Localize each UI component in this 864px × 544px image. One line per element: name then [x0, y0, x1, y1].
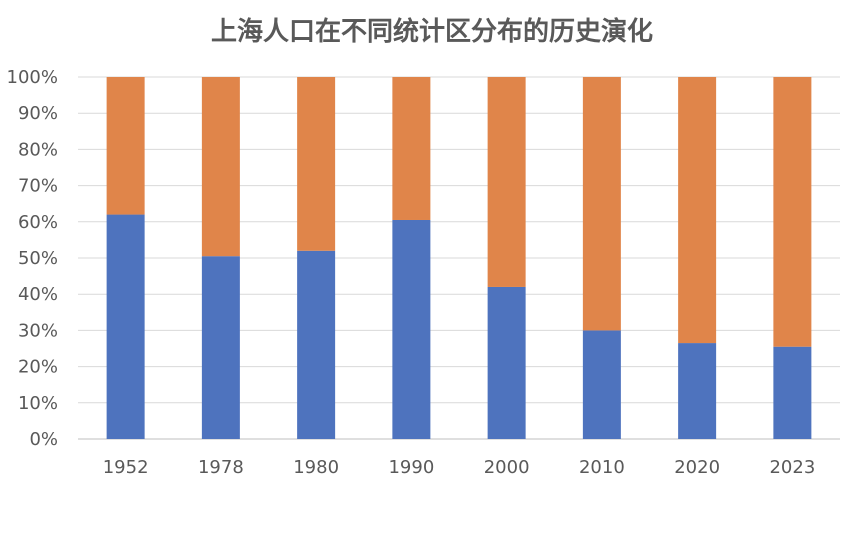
bar-segment-series-2	[392, 77, 431, 220]
y-tick-label: 40%	[18, 284, 58, 305]
x-tick-label: 2023	[769, 457, 815, 478]
y-tick-label: 10%	[18, 393, 58, 414]
y-axis-ticks: 0% 10% 20% 30% 40% 50% 60% 70% 80% 90% 100%	[7, 67, 58, 450]
bar-segment-series-1	[392, 219, 431, 439]
y-tick-label: 50%	[18, 248, 58, 269]
x-axis-ticks: 1952 1978 1980 1990 2000 2010 2020 2023	[103, 457, 816, 478]
x-tick-label: 1990	[388, 457, 434, 478]
bar-segment-series-2	[582, 77, 621, 331]
x-tick-label: 2010	[579, 457, 625, 478]
gridlines	[78, 76, 840, 440]
bar-segment-series-1	[297, 250, 336, 439]
bar-segment-series-2	[297, 77, 336, 251]
y-tick-label: 80%	[18, 139, 58, 160]
y-tick-label: 60%	[18, 212, 58, 233]
bar-segment-series-2	[678, 77, 717, 344]
x-tick-label: 1978	[198, 457, 244, 478]
y-tick-label: 0%	[29, 429, 58, 450]
y-tick-label: 70%	[18, 176, 58, 197]
bar-segment-series-1	[582, 330, 621, 439]
y-tick-label: 30%	[18, 320, 58, 341]
y-tick-label: 20%	[18, 357, 58, 378]
bar-segment-series-2	[773, 77, 812, 347]
bar-segment-series-1	[106, 214, 145, 439]
x-tick-label: 1980	[293, 457, 339, 478]
bar-segment-series-1	[773, 346, 812, 439]
chart-title: 上海人口在不同统计区分布的历史演化	[211, 16, 653, 47]
bar-segment-series-1	[201, 256, 240, 439]
x-tick-label: 2020	[674, 457, 720, 478]
y-tick-label: 90%	[18, 103, 58, 124]
bar-segment-series-1	[487, 286, 526, 439]
bar-segment-series-1	[678, 343, 717, 439]
bar-segment-series-2	[487, 77, 526, 287]
bars	[106, 77, 812, 439]
x-tick-label: 2000	[484, 457, 530, 478]
x-tick-label: 1952	[103, 457, 149, 478]
bar-segment-series-2	[201, 77, 240, 257]
bar-segment-series-2	[106, 77, 145, 215]
y-tick-label: 100%	[7, 67, 58, 88]
